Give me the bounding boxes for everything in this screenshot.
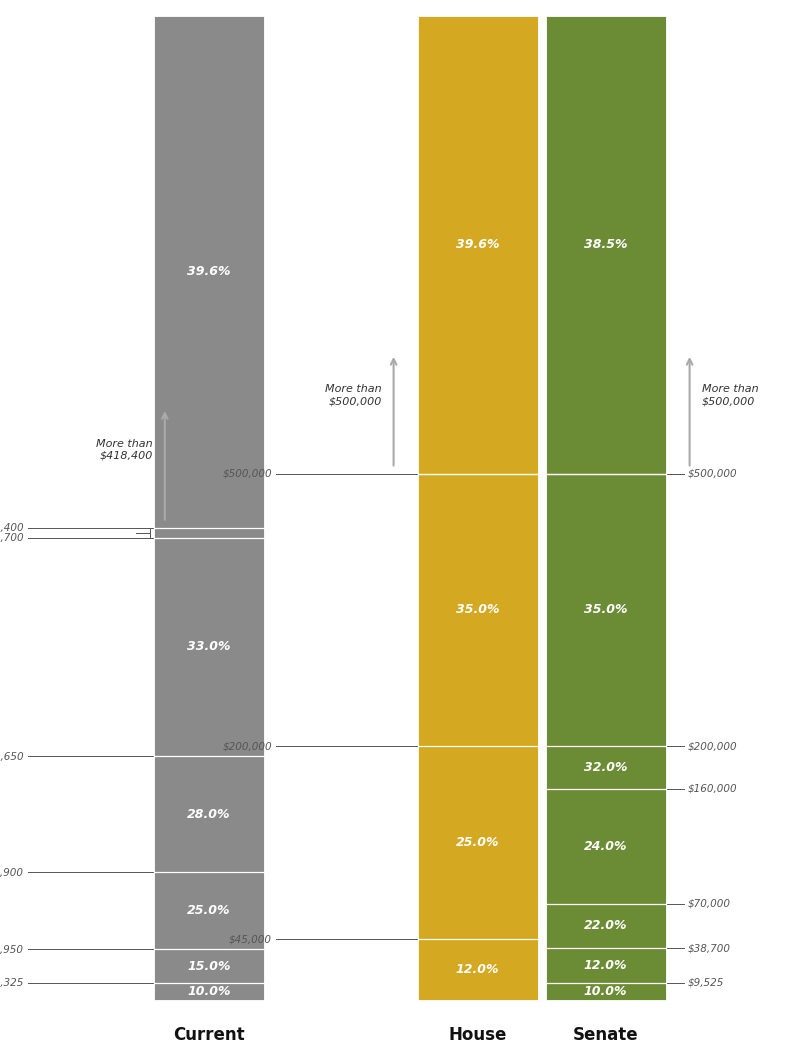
Text: 25.0%: 25.0% xyxy=(187,905,230,917)
Text: $91,900: $91,900 xyxy=(0,867,24,878)
Bar xyxy=(418,747,538,939)
Text: 10.0%: 10.0% xyxy=(187,985,230,998)
Text: 28.0%: 28.0% xyxy=(187,808,230,821)
Text: More than
$500,000: More than $500,000 xyxy=(702,385,758,407)
Bar xyxy=(418,939,538,1000)
Text: More than
$500,000: More than $500,000 xyxy=(325,385,382,407)
Text: 35.0%: 35.0% xyxy=(584,603,627,617)
Text: Current: Current xyxy=(173,1026,245,1040)
Text: 12.0%: 12.0% xyxy=(584,959,627,971)
Bar xyxy=(546,16,666,473)
Text: 15.0%: 15.0% xyxy=(187,960,230,972)
Text: 33.0%: 33.0% xyxy=(187,641,230,653)
Text: 38.5%: 38.5% xyxy=(584,238,627,251)
Text: 39.6%: 39.6% xyxy=(456,238,499,251)
Text: 22.0%: 22.0% xyxy=(584,919,627,933)
Text: $45,000: $45,000 xyxy=(229,934,272,944)
Text: 24.0%: 24.0% xyxy=(584,839,627,853)
Text: 12.0%: 12.0% xyxy=(456,963,499,977)
Text: $418,400: $418,400 xyxy=(0,523,24,532)
Text: 10.0%: 10.0% xyxy=(584,985,627,998)
Bar xyxy=(154,983,264,1000)
Text: 25.0%: 25.0% xyxy=(456,836,499,850)
Text: $200,000: $200,000 xyxy=(688,742,738,751)
Bar xyxy=(154,756,264,873)
Bar xyxy=(154,538,264,756)
Bar xyxy=(154,16,264,527)
Text: More than
$418,400: More than $418,400 xyxy=(96,439,153,461)
Text: $38,700: $38,700 xyxy=(688,943,731,954)
Bar xyxy=(154,950,264,983)
Bar xyxy=(546,747,666,788)
Text: $160,000: $160,000 xyxy=(688,784,738,794)
Text: Senate: Senate xyxy=(573,1026,638,1040)
Bar xyxy=(546,983,666,1000)
Text: $416,700: $416,700 xyxy=(0,532,24,543)
Bar xyxy=(418,16,538,473)
Text: House: House xyxy=(449,1026,506,1040)
Bar xyxy=(546,788,666,904)
Text: $200,000: $200,000 xyxy=(222,742,272,751)
Text: $500,000: $500,000 xyxy=(688,469,738,478)
Text: 39.6%: 39.6% xyxy=(187,265,230,278)
Text: $500,000: $500,000 xyxy=(222,469,272,478)
Bar xyxy=(154,873,264,950)
Text: $9,525: $9,525 xyxy=(688,978,724,988)
Bar xyxy=(546,948,666,983)
Bar xyxy=(154,527,264,538)
Text: 35.0%: 35.0% xyxy=(456,603,499,617)
Text: 32.0%: 32.0% xyxy=(584,761,627,774)
Text: $191,650: $191,650 xyxy=(0,751,24,761)
Bar xyxy=(546,904,666,948)
Text: $70,000: $70,000 xyxy=(688,899,731,909)
Bar xyxy=(418,473,538,747)
Bar xyxy=(546,473,666,747)
Text: $37,950: $37,950 xyxy=(0,944,24,955)
Text: $9,325: $9,325 xyxy=(0,978,24,988)
